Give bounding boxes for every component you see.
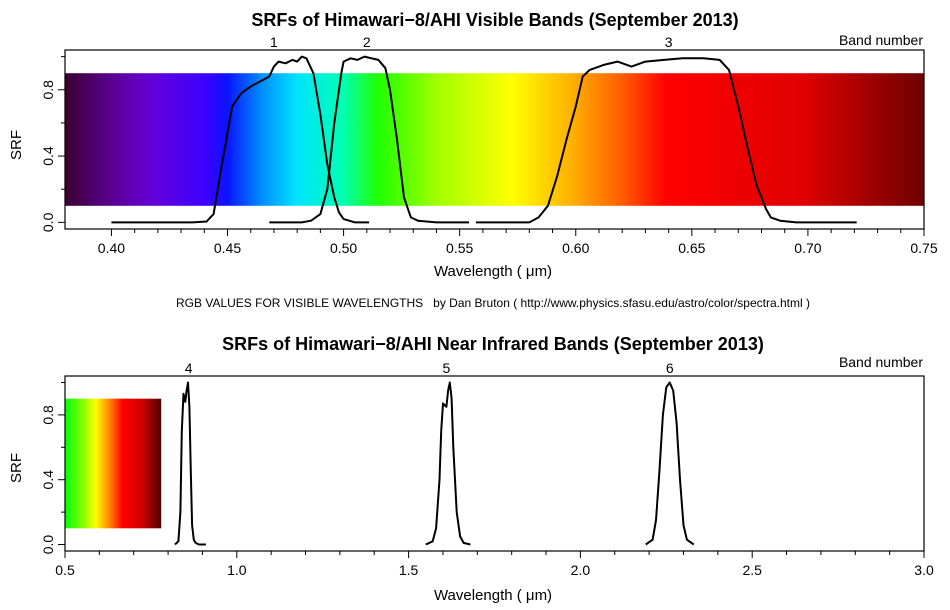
srf-line-band-3 [475,57,857,224]
band-label-6: 6 [666,360,674,376]
y-tick-label: 0.4 [40,470,56,490]
x-tick-label: 3.0 [914,562,934,578]
y-axis: 0.0 0.4 0.8 [40,381,65,555]
srf-line-band-6 [645,381,695,546]
srf-line-band-4 [174,381,206,546]
x-tick-label: 1.5 [399,562,419,578]
near-infrared-bands-panel: SRFs of Himawari−8/AHI Near Infrared Ban… [8,334,934,604]
spectrum-background [65,73,924,206]
plot-frame [64,49,925,230]
x-tick-label: 0.55 [446,240,473,256]
band-label-2: 2 [363,34,371,50]
y-tick-label: 0.0 [40,212,56,232]
x-tick-label: 0.70 [794,240,821,256]
band-label-5: 5 [442,360,450,376]
y-tick-label: 0.8 [40,405,56,425]
plot-frame [64,375,925,552]
x-tick-label: 1.0 [227,562,247,578]
x-tick-label: 2.5 [742,562,762,578]
x-axis-label: Wavelength ( μm) [434,587,552,604]
spectrum-credit: RGB VALUES FOR VISIBLE WAVELENGTHS by Da… [176,296,810,310]
visible-bands-panel: SRFs of Himawari−8/AHI Visible Bands (Se… [8,10,938,280]
x-axis-label: Wavelength ( μm) [434,263,552,280]
band-label-4: 4 [185,360,193,376]
band-label-1: 1 [270,34,278,50]
x-tick-label: 2.0 [571,562,591,578]
y-tick-label: 0.8 [40,80,56,100]
srf-line-band-1 [111,55,370,224]
x-axis: 0.5 1.0 1.5 2.0 2.5 3.0 [55,551,934,578]
srf-series-group: 1 2 3 [111,34,857,224]
band-label-3: 3 [665,34,673,50]
y-tick-label: 0.4 [40,146,56,166]
band-number-label: Band number [839,32,923,48]
y-axis-label: SRF [8,453,25,483]
srf-line-band-5 [425,381,471,546]
spectrum-background [65,398,162,529]
y-axis-label: SRF [8,130,25,160]
x-axis: 0.40 0.45 0.50 0.55 0.60 0.65 0.70 0.75 [98,229,938,256]
x-tick-label: 0.65 [678,240,705,256]
y-tick-label: 0.0 [40,535,56,555]
x-tick-label: 0.45 [214,240,241,256]
srf-series-group: 4 5 6 [174,360,695,546]
x-tick-label: 0.50 [330,240,357,256]
band-number-label: Band number [839,354,923,370]
x-tick-label: 0.40 [98,240,125,256]
y-axis: 0.0 0.4 0.8 [40,56,65,232]
chart-title: SRFs of Himawari−8/AHI Visible Bands (Se… [251,10,738,30]
chart-title: SRFs of Himawari−8/AHI Near Infrared Ban… [222,334,764,354]
x-tick-label: 0.5 [55,562,75,578]
x-tick-label: 0.75 [910,240,937,256]
x-tick-label: 0.60 [562,240,589,256]
srf-line-band-2 [269,55,469,224]
